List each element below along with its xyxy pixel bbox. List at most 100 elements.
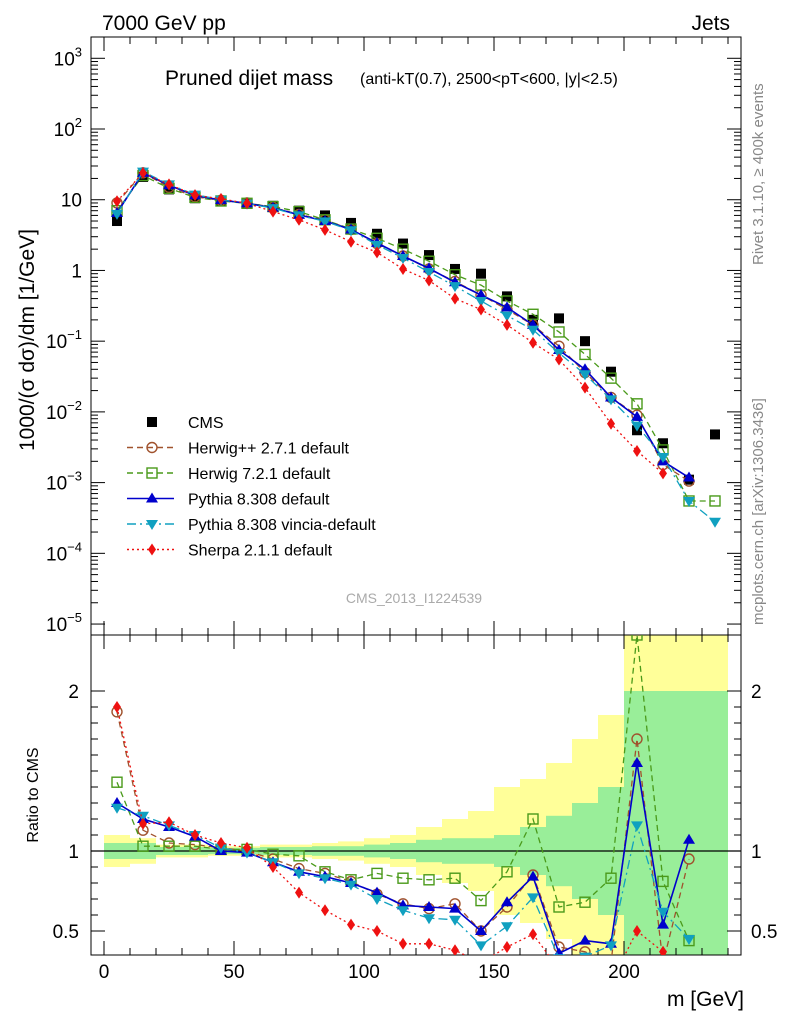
legend-marker — [146, 467, 158, 479]
ratio-data-point — [191, 829, 199, 841]
data-point — [658, 438, 668, 449]
ratio-data-point — [243, 841, 251, 854]
ratio-data-point — [633, 925, 641, 937]
y-tick-exponent: −3 — [67, 469, 82, 484]
y-tick-exponent: 2 — [75, 115, 82, 130]
legend-label: CMS — [188, 415, 224, 432]
y-tick-base: 10 — [54, 120, 75, 141]
ratio-data-point — [631, 821, 643, 832]
y-tick-base: 10 — [46, 332, 67, 353]
y-tick-label: 10−2 — [46, 398, 82, 424]
y-tick-base: 10 — [46, 403, 67, 424]
ratio-data-point — [269, 861, 277, 873]
ratio-data-point — [657, 918, 669, 929]
ratio-data-point — [475, 925, 487, 935]
ratio-data-point — [631, 757, 643, 767]
x-axis-title: m [GeV] — [667, 988, 744, 1011]
data-point — [605, 372, 617, 384]
legend-entry: CMS — [147, 415, 224, 432]
rivet-label: Rivet 3.1.10, ≥ 400k events — [750, 83, 767, 265]
stat-uncertainty-band — [702, 691, 728, 955]
data-point — [399, 262, 407, 275]
ratio-data-point — [373, 925, 381, 937]
data-point — [475, 296, 487, 307]
legend-marker — [146, 492, 158, 503]
ratio-data-point — [111, 776, 123, 788]
ratio-data-point — [347, 918, 355, 931]
ratio-series-pythia-8-308-vincia-default — [111, 803, 695, 955]
data-point — [217, 192, 225, 205]
data-point — [633, 444, 641, 457]
ratio-data-point — [423, 874, 435, 886]
data-point — [319, 217, 331, 228]
y-tick-exponent: −4 — [67, 539, 82, 554]
y-tick-exponent: 3 — [75, 44, 82, 59]
data-point — [631, 410, 643, 421]
ratio-data-point — [631, 733, 643, 745]
ratio-data-point — [527, 870, 539, 881]
ratio-data-point — [165, 816, 173, 829]
ratio-data-point — [319, 874, 331, 885]
legend-marker — [146, 441, 158, 454]
ratio-data-point — [553, 954, 565, 955]
data-point — [139, 166, 147, 179]
data-point — [683, 496, 695, 507]
data-point — [683, 471, 695, 482]
data-point — [527, 325, 539, 336]
ratio-data-point — [527, 813, 539, 825]
ratio-data-point — [321, 904, 329, 917]
legend-entry: Sherpa 2.1.1 default — [127, 543, 333, 560]
plot-title: Pruned dijet mass — [165, 67, 333, 90]
analysis-watermark: CMS_2013_I1224539 — [346, 590, 482, 606]
ratio-data-point — [449, 915, 461, 926]
ratio-data-point — [397, 906, 409, 917]
ratio-data-point — [371, 867, 383, 880]
legend-marker — [147, 417, 157, 427]
ratio-data-point — [657, 907, 669, 918]
y-tick-label: 10−1 — [46, 327, 82, 353]
data-point — [425, 274, 433, 287]
legend-entry: Herwig++ 2.7.1 default — [127, 441, 350, 458]
ratio-data-point — [579, 934, 591, 945]
ratio-data-point — [295, 886, 303, 899]
data-point — [165, 178, 173, 191]
legend-label: Pythia 8.308 vincia-default — [188, 517, 376, 534]
ratio-data-point — [475, 941, 487, 952]
data-point — [503, 318, 511, 331]
y-tick-exponent: −1 — [67, 327, 82, 342]
y-tick-base: 10 — [54, 49, 75, 70]
ratio-series-line — [116, 635, 690, 941]
ratio-data-point — [137, 840, 149, 852]
data-point — [529, 336, 537, 349]
series-line — [116, 170, 716, 523]
legend-label: Herwig++ 2.7.1 default — [188, 441, 350, 458]
ratio-data-point — [683, 833, 695, 844]
ratio-data-point — [163, 840, 175, 852]
y-tick-label: 1 — [71, 261, 82, 282]
ratio-y-tick-label-right: 0.5 — [751, 922, 777, 943]
ratio-data-point — [579, 946, 591, 955]
ratio-data-point — [293, 869, 305, 880]
y-tick-exponent: −2 — [67, 398, 82, 413]
ratio-data-point — [659, 945, 667, 955]
data-point — [113, 195, 121, 208]
ratio-y-tick-label-left: 0.5 — [53, 922, 79, 943]
header-category: Jets — [691, 12, 730, 35]
y-tick-label: 10−4 — [46, 539, 82, 565]
ratio-data-point — [111, 803, 123, 814]
data-point — [606, 366, 616, 377]
y-tick-base: 10 — [46, 544, 67, 565]
data-point — [424, 250, 434, 261]
data-point — [605, 395, 617, 406]
y-tick-exponent: −5 — [67, 610, 82, 625]
data-point — [111, 209, 123, 220]
data-point — [450, 263, 460, 274]
data-point — [451, 292, 459, 305]
ratio-data-point — [501, 866, 513, 878]
ratio-data-point — [371, 886, 383, 897]
header-energy: 7000 GeV pp — [102, 12, 226, 35]
series-sherpa-2-1-1-default — [113, 166, 667, 480]
y-tick-base: 10 — [46, 615, 67, 636]
ratio-y-tick-label-right: 1 — [751, 842, 762, 863]
ratio-data-point — [605, 872, 617, 884]
